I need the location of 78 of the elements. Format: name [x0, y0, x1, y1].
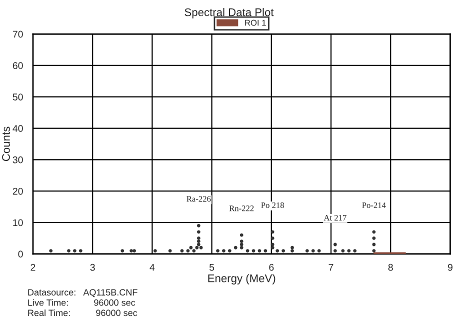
point	[180, 249, 184, 252]
point	[153, 249, 157, 252]
point	[186, 249, 190, 252]
annotation: Rn-222	[229, 206, 254, 212]
point	[372, 230, 376, 234]
point	[192, 249, 196, 252]
legend-label: ROI 1	[245, 20, 266, 26]
point	[305, 249, 309, 252]
point	[216, 249, 220, 252]
point	[282, 249, 286, 252]
point	[333, 242, 337, 246]
point	[120, 249, 124, 252]
y-tick-label: 50	[12, 94, 23, 100]
point	[311, 249, 315, 252]
point	[290, 249, 294, 252]
point	[347, 249, 351, 252]
x-axis-title: Energy (MeV)	[208, 274, 276, 284]
point	[276, 249, 280, 252]
y-tick-label: 70	[12, 30, 23, 38]
point	[73, 249, 76, 252]
chart-title: Spectral Data Plot	[184, 8, 274, 18]
text: Real Time: 96000 sec	[28, 309, 138, 316]
annotation: Ra-226	[186, 196, 211, 202]
point	[240, 246, 244, 250]
annotation: Po-214	[362, 202, 386, 208]
point	[252, 249, 256, 252]
point	[196, 224, 200, 228]
x-tick-label: 6	[269, 264, 274, 271]
y-tick-label: 10	[13, 219, 23, 226]
x-tick-label: 5	[209, 264, 214, 271]
y-axis-title: Counts	[2, 126, 10, 162]
point	[270, 230, 274, 234]
x-tick-label: 8	[388, 264, 393, 271]
point	[196, 240, 200, 244]
point	[258, 249, 262, 252]
y-tick-label: 20	[12, 188, 23, 195]
point	[222, 249, 226, 252]
text: Live Time: 96000 sec	[28, 299, 136, 306]
y-tick-label: 30	[12, 156, 23, 164]
x-tick-label: 9	[448, 264, 452, 271]
point	[240, 242, 244, 246]
point	[240, 240, 244, 244]
point	[168, 249, 172, 252]
annotation: At 217	[324, 214, 346, 221]
point	[372, 236, 376, 240]
point	[290, 246, 294, 250]
point	[270, 246, 274, 250]
point	[196, 236, 200, 240]
point	[264, 249, 268, 252]
point	[132, 249, 136, 252]
x-tick-label: 3	[90, 264, 95, 271]
y-tick-label: 60	[12, 62, 23, 70]
point	[196, 242, 200, 246]
x-tick-label: 4	[150, 264, 155, 271]
point	[189, 246, 193, 250]
point	[228, 249, 232, 252]
x-tick-label: 2	[30, 264, 36, 271]
point	[67, 249, 70, 252]
point	[78, 249, 82, 252]
point	[240, 233, 244, 237]
point	[333, 249, 337, 252]
point	[199, 246, 203, 250]
point	[270, 236, 274, 240]
point	[246, 249, 250, 252]
point	[234, 246, 238, 250]
point	[317, 249, 321, 252]
point	[49, 249, 53, 252]
y-tick-label: 40	[12, 124, 23, 132]
annotation: Po 218	[261, 202, 284, 208]
point	[196, 230, 200, 234]
point	[130, 249, 134, 252]
point	[195, 246, 199, 250]
point	[341, 249, 345, 252]
text: Datasource: AQ115B.CNF	[28, 289, 138, 298]
point	[353, 249, 357, 252]
x-tick-label: 7	[328, 264, 334, 271]
point	[372, 249, 376, 252]
y-tick-label: 0	[18, 250, 23, 258]
